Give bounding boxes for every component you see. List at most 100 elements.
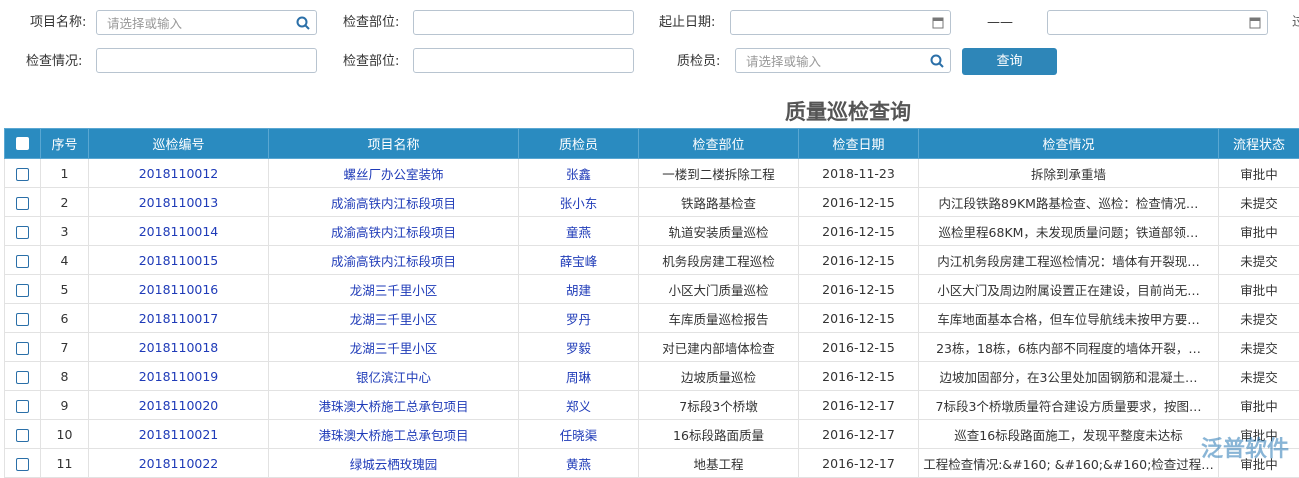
cell: 地基工程 bbox=[639, 449, 799, 478]
project-input[interactable]: 请选择或输入 bbox=[96, 10, 317, 35]
placeholder: 请选择或输入 bbox=[746, 49, 821, 74]
link-cell[interactable]: 龙湖三千里小区 bbox=[269, 333, 519, 362]
cell: 车库地面基本合格，但车位导航线未按甲方要… bbox=[919, 304, 1219, 333]
cell: 2016-12-15 bbox=[799, 362, 919, 391]
cell: 4 bbox=[41, 246, 89, 275]
checkbox-cell bbox=[5, 391, 41, 420]
label: 项目名称: bbox=[30, 9, 86, 36]
link-cell[interactable]: 张小东 bbox=[519, 188, 639, 217]
cell: 16标段路面质量 bbox=[639, 420, 799, 449]
link-cell[interactable]: 童燕 bbox=[519, 217, 639, 246]
cell: 8 bbox=[41, 362, 89, 391]
link-cell[interactable]: 2018110022 bbox=[89, 449, 269, 478]
link-cell[interactable]: 2018110018 bbox=[89, 333, 269, 362]
header-cell bbox=[5, 129, 41, 159]
query-button[interactable]: 查询 bbox=[962, 48, 1057, 75]
row-checkbox[interactable] bbox=[16, 284, 29, 297]
cell: 未提交 bbox=[1219, 362, 1299, 391]
label: 检查部位: bbox=[343, 48, 399, 75]
link-cell[interactable]: 张鑫 bbox=[519, 159, 639, 188]
link-cell[interactable]: 任晓渠 bbox=[519, 420, 639, 449]
row-checkbox[interactable] bbox=[16, 429, 29, 442]
cell: 23栋，18栋，6栋内部不同程度的墙体开裂，… bbox=[919, 333, 1219, 362]
link-cell[interactable]: 2018110019 bbox=[89, 362, 269, 391]
link-cell[interactable]: 周琳 bbox=[519, 362, 639, 391]
cell: 2016-12-17 bbox=[799, 391, 919, 420]
cell: 小区大门及周边附属设置正在建设，目前尚无… bbox=[919, 275, 1219, 304]
link-cell[interactable]: 2018110021 bbox=[89, 420, 269, 449]
link-cell[interactable]: 罗毅 bbox=[519, 333, 639, 362]
link-cell[interactable]: 2018110015 bbox=[89, 246, 269, 275]
cell: 小区大门质量巡检 bbox=[639, 275, 799, 304]
link-cell[interactable]: 薛宝峰 bbox=[519, 246, 639, 275]
cell: 2016-12-17 bbox=[799, 449, 919, 478]
link-cell[interactable]: 港珠澳大桥施工总承包项目 bbox=[269, 420, 519, 449]
cell: 2016-12-15 bbox=[799, 333, 919, 362]
cell: 轨道安装质量巡检 bbox=[639, 217, 799, 246]
link-cell[interactable]: 成渝高铁内江标段项目 bbox=[269, 246, 519, 275]
link-cell[interactable]: 胡建 bbox=[519, 275, 639, 304]
link-cell[interactable]: 2018110020 bbox=[89, 391, 269, 420]
link-cell[interactable]: 郑义 bbox=[519, 391, 639, 420]
link-cell[interactable]: 螺丝厂办公室装饰 bbox=[269, 159, 519, 188]
link-cell[interactable]: 黄燕 bbox=[519, 449, 639, 478]
link-cell[interactable]: 龙湖三千里小区 bbox=[269, 304, 519, 333]
link-cell[interactable]: 龙湖三千里小区 bbox=[269, 275, 519, 304]
cell: 2016-12-15 bbox=[799, 304, 919, 333]
row-checkbox[interactable] bbox=[16, 342, 29, 355]
row-checkbox[interactable] bbox=[16, 197, 29, 210]
start-date-input[interactable] bbox=[730, 10, 951, 35]
cell: 1 bbox=[41, 159, 89, 188]
cell: 2016-12-15 bbox=[799, 188, 919, 217]
link-cell[interactable]: 港珠澳大桥施工总承包项目 bbox=[269, 391, 519, 420]
search-icon[interactable] bbox=[930, 54, 944, 68]
cell: 2 bbox=[41, 188, 89, 217]
row-checkbox[interactable] bbox=[16, 371, 29, 384]
cell: 车库质量巡检报告 bbox=[639, 304, 799, 333]
cell: 铁路路基检查 bbox=[639, 188, 799, 217]
link-cell[interactable]: 2018110014 bbox=[89, 217, 269, 246]
calendar-icon[interactable] bbox=[932, 16, 944, 29]
label: 质检员: bbox=[677, 48, 720, 75]
header-cell: 项目名称 bbox=[269, 129, 519, 159]
cell: 审批中 bbox=[1219, 159, 1299, 188]
link-cell[interactable]: 罗丹 bbox=[519, 304, 639, 333]
row-checkbox[interactable] bbox=[16, 400, 29, 413]
row-checkbox[interactable] bbox=[16, 458, 29, 471]
header-cell: 巡检编号 bbox=[89, 129, 269, 159]
row-checkbox[interactable] bbox=[16, 226, 29, 239]
part-input[interactable] bbox=[413, 48, 634, 73]
link-cell[interactable]: 2018110013 bbox=[89, 188, 269, 217]
search-icon[interactable] bbox=[296, 16, 310, 30]
cell: 巡查16标段路面施工，发现平整度未达标 bbox=[919, 420, 1219, 449]
status-input[interactable] bbox=[96, 48, 317, 73]
link-cell[interactable]: 成渝高铁内江标段项目 bbox=[269, 188, 519, 217]
cell: 2016-12-15 bbox=[799, 246, 919, 275]
checkbox-cell bbox=[5, 275, 41, 304]
select-all-checkbox[interactable] bbox=[16, 137, 29, 150]
part-input[interactable] bbox=[413, 10, 634, 35]
cell: 11 bbox=[41, 449, 89, 478]
link-cell[interactable]: 绿城云栖玫瑰园 bbox=[269, 449, 519, 478]
link-cell[interactable]: 2018110012 bbox=[89, 159, 269, 188]
header-row: 序号巡检编号项目名称质检员检查部位检查日期检查情况流程状态 bbox=[5, 129, 1299, 159]
inspector-input[interactable]: 请选择或输入 bbox=[735, 48, 951, 73]
row-checkbox[interactable] bbox=[16, 313, 29, 326]
cell: 审批中 bbox=[1219, 217, 1299, 246]
link-cell[interactable]: 银亿滨江中心 bbox=[269, 362, 519, 391]
row-checkbox[interactable] bbox=[16, 168, 29, 181]
link-cell[interactable]: 成渝高铁内江标段项目 bbox=[269, 217, 519, 246]
cell: 审批中 bbox=[1219, 391, 1299, 420]
end-date-input[interactable] bbox=[1047, 10, 1268, 35]
row-checkbox[interactable] bbox=[16, 255, 29, 268]
link-cell[interactable]: 2018110016 bbox=[89, 275, 269, 304]
calendar-icon[interactable] bbox=[1249, 16, 1261, 29]
cell: 7 bbox=[41, 333, 89, 362]
link-cell[interactable]: 2018110017 bbox=[89, 304, 269, 333]
